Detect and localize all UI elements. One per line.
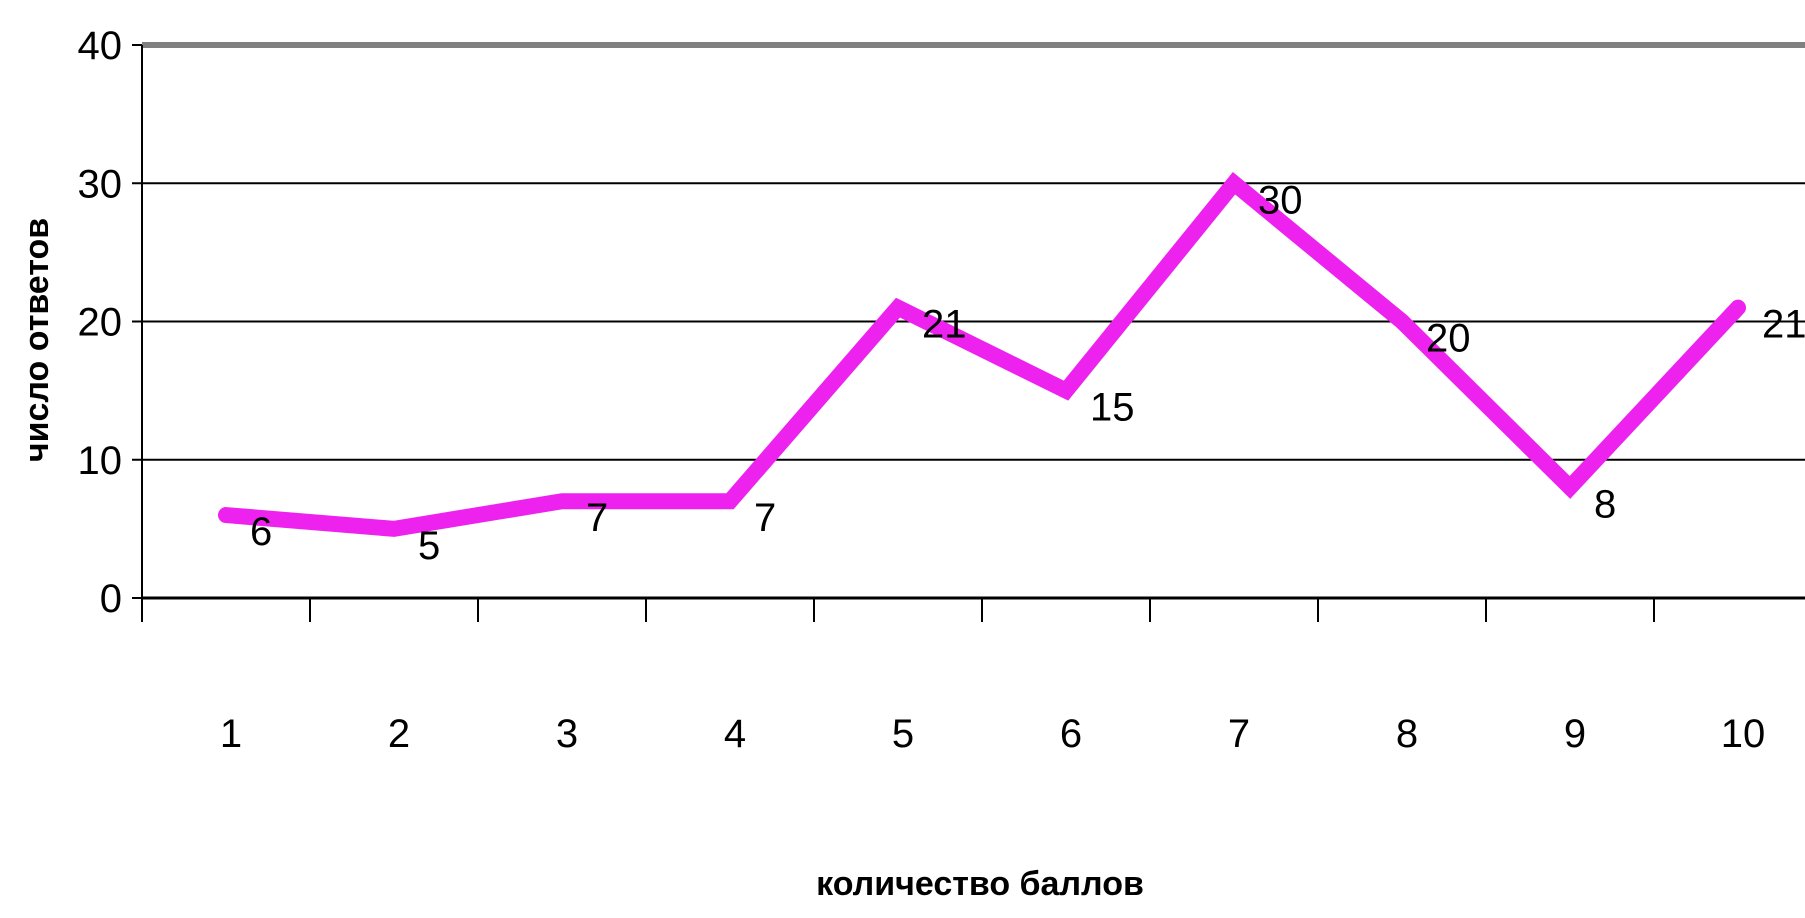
x-tick-label: 5 bbox=[892, 712, 914, 756]
y-tick-labels: 0 10 20 30 40 bbox=[78, 24, 123, 621]
data-label: 30 bbox=[1258, 178, 1303, 222]
data-labels: 6 5 7 7 21 15 30 20 8 21 bbox=[250, 178, 1805, 568]
axes bbox=[132, 44, 1805, 622]
data-label: 21 bbox=[922, 303, 967, 347]
y-tick-label: 0 bbox=[100, 577, 122, 621]
data-label: 20 bbox=[1426, 317, 1471, 361]
data-label: 6 bbox=[250, 510, 272, 554]
data-label: 7 bbox=[586, 496, 608, 540]
data-label: 5 bbox=[418, 524, 440, 568]
data-point bbox=[896, 305, 900, 310]
data-point bbox=[1568, 485, 1572, 490]
y-tick-label: 30 bbox=[78, 162, 123, 206]
y-tick-label: 40 bbox=[78, 24, 123, 68]
data-point bbox=[1400, 319, 1404, 324]
data-label: 21 bbox=[1762, 303, 1805, 347]
data-point bbox=[224, 513, 228, 518]
x-tick-label: 7 bbox=[1228, 712, 1250, 756]
x-tick-labels: 1 2 3 4 5 6 7 8 9 10 bbox=[220, 712, 1765, 756]
y-tick-label: 10 bbox=[78, 439, 123, 483]
data-point bbox=[1064, 388, 1068, 393]
x-tick-label: 9 bbox=[1564, 712, 1586, 756]
x-tick-label: 10 bbox=[1721, 712, 1766, 756]
series-line-0 bbox=[218, 171, 1746, 537]
data-point bbox=[560, 499, 564, 504]
data-label: 8 bbox=[1594, 482, 1616, 526]
y-tick-label: 20 bbox=[78, 301, 123, 345]
x-tick-label: 3 bbox=[556, 712, 578, 756]
x-axis-title: количество баллов bbox=[816, 865, 1144, 903]
data-label: 7 bbox=[754, 496, 776, 540]
data-point bbox=[392, 526, 396, 531]
x-tick-label: 2 bbox=[388, 712, 410, 756]
series-line bbox=[218, 171, 1746, 537]
data-label: 15 bbox=[1090, 386, 1135, 430]
x-tick-label: 6 bbox=[1060, 712, 1082, 756]
x-tick-label: 8 bbox=[1396, 712, 1418, 756]
data-point bbox=[1232, 181, 1236, 186]
gridlines bbox=[142, 42, 1805, 461]
x-tick-label: 4 bbox=[724, 712, 746, 756]
data-point bbox=[1736, 305, 1740, 310]
data-point bbox=[728, 499, 732, 504]
y-axis-title: число ответов bbox=[18, 218, 56, 462]
x-tick-label: 1 bbox=[220, 712, 242, 756]
